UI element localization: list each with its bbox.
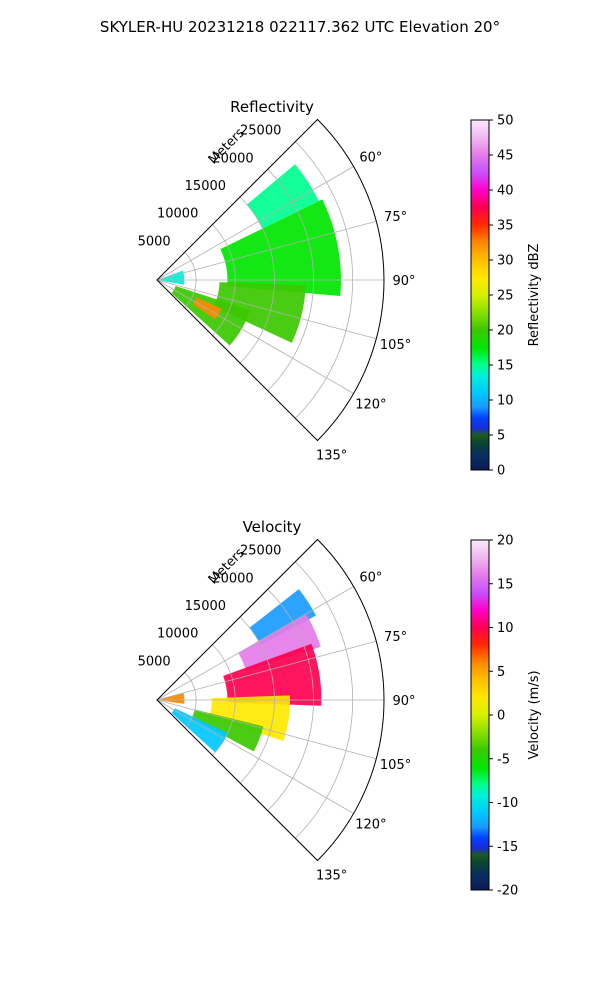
- echo-region: [246, 164, 319, 229]
- echo-region: [160, 692, 185, 704]
- echo-field: [160, 589, 322, 753]
- colorbar-tick-label: -10: [497, 796, 518, 811]
- azimuth-tick-label: 135°: [316, 449, 347, 464]
- azimuth-tick-label: 90°: [392, 274, 415, 289]
- azimuth-spoke: [156, 279, 377, 340]
- colorbar-tick-label: 50: [497, 114, 514, 129]
- azimuth-spoke: [156, 699, 354, 814]
- range-tick-label: 25000: [240, 124, 281, 139]
- sector-frame: [156, 118, 385, 442]
- colorbar-tick-label: 45: [497, 149, 514, 164]
- colorbar-tick-label: 5: [497, 665, 505, 680]
- range-tick-label: 15000: [185, 599, 226, 614]
- panel-title: Reflectivity: [230, 98, 314, 116]
- figure-suptitle: SKYLER-HU 20231218 022117.362 UTC Elevat…: [100, 18, 500, 36]
- azimuth-tick-label: 75°: [384, 630, 407, 645]
- echo-region: [209, 695, 291, 742]
- reflectivity-panel: Reflectivity500010000150002000025000Mete…: [138, 98, 542, 479]
- azimuth-tick-label: 135°: [316, 869, 347, 884]
- colorbar-tick-label: 20: [497, 324, 514, 339]
- echo-field: [160, 164, 341, 346]
- sector-frame: [156, 538, 385, 862]
- echo-region: [191, 709, 264, 752]
- colorbar-tick-label: 0: [497, 709, 505, 724]
- azimuth-tick-label: 105°: [380, 758, 411, 773]
- azimuth-spoke: [156, 586, 354, 701]
- echo-region: [171, 708, 228, 753]
- echo-region: [213, 282, 306, 343]
- colorbar-label: Velocity (m/s): [527, 670, 542, 759]
- colorbar-tick-label: 5: [497, 429, 505, 444]
- range-tick-label: 10000: [157, 207, 198, 222]
- colorbar-tick-label: 15: [497, 577, 514, 592]
- colorbar-tick-label: 40: [497, 184, 514, 199]
- colorbar-tick-label: 30: [497, 254, 514, 269]
- colorbar-tick-label: 20: [497, 534, 514, 549]
- range-tick-label: 10000: [157, 627, 198, 642]
- echo-region: [238, 613, 321, 671]
- range-tick-label: 20000: [212, 151, 253, 166]
- azimuth-tick-label: 60°: [359, 571, 382, 586]
- colorbar: [470, 119, 490, 471]
- azimuth-tick-label: 120°: [355, 398, 386, 413]
- colorbar-tick-label: 25: [497, 289, 514, 304]
- colorbar-tick-label: 15: [497, 359, 514, 374]
- range-tick-label: 5000: [138, 234, 171, 249]
- range-tick-label: 15000: [185, 179, 226, 194]
- azimuth-tick-label: 60°: [359, 151, 382, 166]
- azimuth-spoke: [156, 699, 377, 760]
- colorbar-tick-label: -5: [497, 752, 510, 767]
- echo-region: [249, 589, 316, 645]
- echo-region: [223, 643, 322, 706]
- colorbar: [470, 539, 490, 891]
- panel-title: Velocity: [243, 518, 302, 536]
- colorbar-tick-label: -15: [497, 840, 518, 855]
- azimuth-spoke: [156, 640, 377, 701]
- colorbar-tick-label: -20: [497, 884, 518, 899]
- azimuth-spoke: [156, 279, 354, 394]
- azimuth-tick-label: 105°: [380, 338, 411, 353]
- range-tick-label: 20000: [212, 571, 253, 586]
- azimuth-tick-label: 120°: [355, 818, 386, 833]
- azimuth-spoke: [156, 166, 354, 281]
- azimuth-spoke: [156, 220, 377, 281]
- colorbar-tick-label: 35: [497, 219, 514, 234]
- colorbar-tick-label: 10: [497, 394, 514, 409]
- colorbar-tick-label: 10: [497, 621, 514, 636]
- azimuth-tick-label: 90°: [392, 694, 415, 709]
- range-tick-label: 25000: [240, 544, 281, 559]
- colorbar-label: Reflectivity dBZ: [527, 244, 542, 347]
- range-tick-label: 5000: [138, 654, 171, 669]
- azimuth-tick-label: 75°: [384, 210, 407, 225]
- colorbar-tick-label: 0: [497, 464, 505, 479]
- echo-region: [220, 199, 341, 297]
